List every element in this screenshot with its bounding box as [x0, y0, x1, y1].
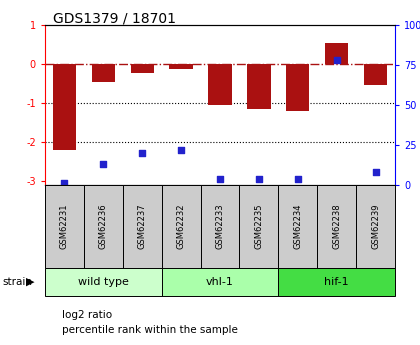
Point: [294, 176, 301, 181]
Text: GSM62235: GSM62235: [255, 204, 263, 249]
Bar: [278, 268, 395, 296]
Point: [139, 150, 146, 156]
Text: ▶: ▶: [26, 277, 34, 287]
Text: hif-1: hif-1: [324, 277, 349, 287]
Text: vhl-1: vhl-1: [206, 277, 234, 287]
Point: [178, 147, 184, 152]
Bar: [123, 185, 162, 268]
Point: [217, 176, 223, 181]
Bar: [162, 185, 201, 268]
Text: percentile rank within the sample: percentile rank within the sample: [62, 325, 238, 335]
Bar: [364, 64, 387, 86]
Bar: [286, 64, 310, 111]
Point: [333, 57, 340, 63]
Text: GSM62233: GSM62233: [215, 204, 225, 249]
Bar: [45, 185, 84, 268]
Bar: [201, 185, 239, 268]
Text: GSM62234: GSM62234: [293, 204, 302, 249]
Bar: [131, 64, 154, 72]
Text: GSM62231: GSM62231: [60, 204, 69, 249]
Text: log2 ratio: log2 ratio: [62, 310, 112, 320]
Bar: [247, 64, 270, 109]
Bar: [84, 185, 123, 268]
Text: GDS1379 / 18701: GDS1379 / 18701: [53, 12, 176, 26]
Text: strain: strain: [2, 277, 32, 287]
Text: GSM62237: GSM62237: [138, 204, 147, 249]
Text: GSM62238: GSM62238: [332, 204, 341, 249]
Bar: [53, 64, 76, 150]
Bar: [45, 268, 162, 296]
Text: GSM62232: GSM62232: [177, 204, 186, 249]
Bar: [325, 42, 348, 64]
Text: wild type: wild type: [78, 277, 129, 287]
Bar: [356, 185, 395, 268]
Text: GSM62236: GSM62236: [99, 204, 108, 249]
Bar: [92, 64, 115, 81]
Bar: [317, 185, 356, 268]
Point: [100, 161, 107, 167]
Bar: [208, 64, 232, 105]
Point: [61, 181, 68, 186]
Bar: [162, 268, 278, 296]
Text: GSM62239: GSM62239: [371, 204, 380, 249]
Point: [255, 176, 262, 181]
Bar: [239, 185, 278, 268]
Bar: [278, 185, 317, 268]
Bar: [169, 64, 193, 69]
Point: [372, 169, 379, 175]
